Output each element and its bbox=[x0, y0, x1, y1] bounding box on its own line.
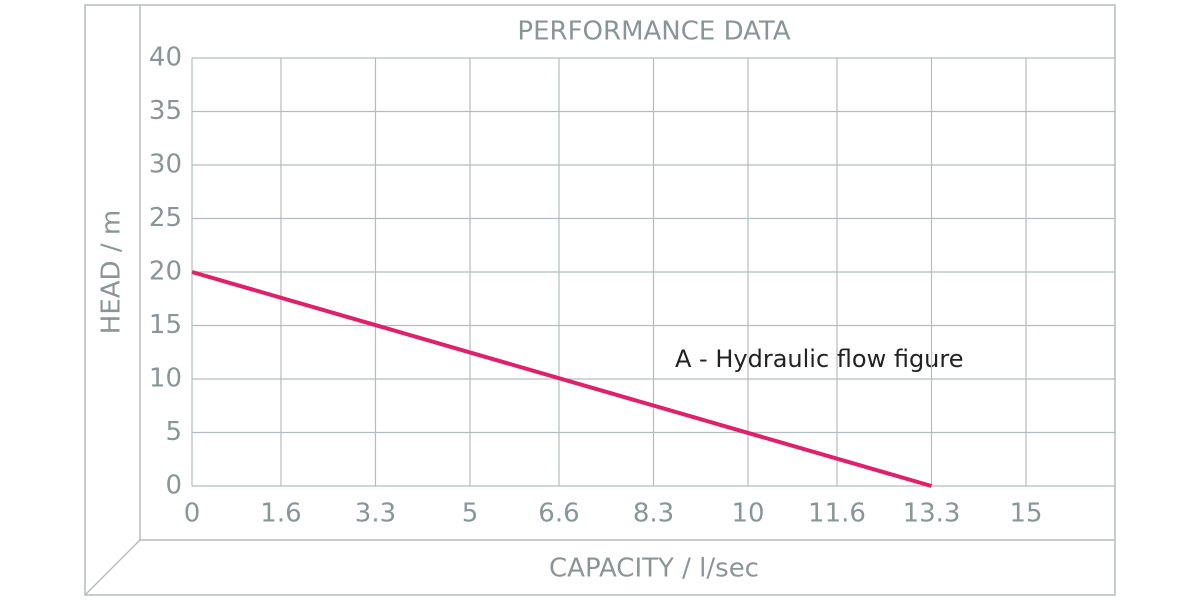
x-tick-label: 3.3 bbox=[355, 499, 396, 529]
y-tick-label: 40 bbox=[149, 43, 182, 73]
y-tick-label: 35 bbox=[149, 96, 182, 126]
x-tick-label: 6.6 bbox=[538, 499, 579, 529]
x-tick-label: 5 bbox=[462, 499, 479, 529]
y-tick-label: 5 bbox=[165, 417, 182, 447]
chart-title: PERFORMANCE DATA bbox=[517, 17, 790, 47]
y-axis-label: HEAD / m bbox=[97, 210, 127, 334]
annotation: A - Hydraulic flow figure bbox=[675, 345, 964, 373]
x-tick-label: 10 bbox=[731, 499, 764, 529]
x-tick-label: 11.6 bbox=[808, 499, 866, 529]
y-tick-label: 25 bbox=[149, 203, 182, 233]
x-tick-label: 8.3 bbox=[633, 499, 674, 529]
y-tick-label: 15 bbox=[149, 310, 182, 340]
y-tick-label: 20 bbox=[149, 257, 182, 287]
x-tick-label: 15 bbox=[1009, 499, 1042, 529]
outer-frame bbox=[84, 4, 1116, 596]
y-tick-label: 10 bbox=[149, 364, 182, 394]
frame bbox=[84, 4, 1116, 596]
y-tick-label: 30 bbox=[149, 150, 182, 180]
data-line bbox=[191, 270, 933, 488]
x-axis-label: CAPACITY / l/sec bbox=[549, 554, 759, 584]
x-tick-label: 1.6 bbox=[260, 499, 301, 529]
x-tick-label: 0 bbox=[184, 499, 201, 529]
x-tick-label: 13.3 bbox=[903, 499, 961, 529]
corner-edge bbox=[84, 539, 141, 596]
y-tick-label: 0 bbox=[165, 471, 182, 501]
